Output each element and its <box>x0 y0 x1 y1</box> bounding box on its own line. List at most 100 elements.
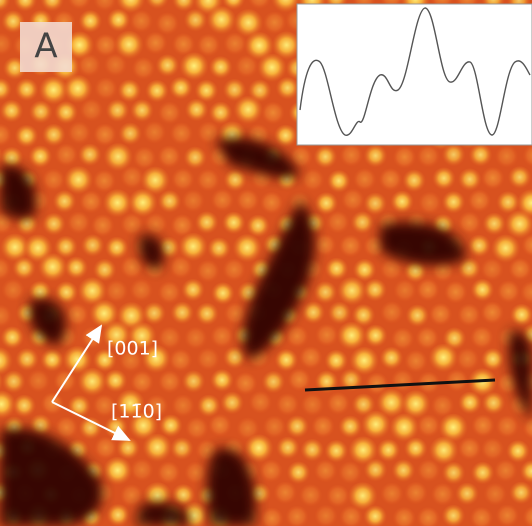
adatom <box>274 349 298 373</box>
adatom <box>12 257 36 281</box>
adatom <box>29 101 53 125</box>
adatom <box>405 305 429 329</box>
adatom <box>234 372 258 396</box>
adatom <box>364 145 388 169</box>
adatom <box>325 258 349 282</box>
adatom <box>15 125 39 149</box>
adatom <box>482 392 506 416</box>
adatom <box>184 462 208 486</box>
adatom <box>481 167 505 191</box>
adatom <box>77 54 101 78</box>
adatom <box>273 482 297 506</box>
adatom <box>379 258 403 282</box>
adatom <box>183 147 207 171</box>
adatom <box>79 191 103 215</box>
adatom <box>236 190 260 214</box>
adatom <box>26 370 50 394</box>
adatom <box>458 392 482 416</box>
adatom <box>244 434 274 464</box>
adatom <box>508 166 532 190</box>
adatom <box>0 100 24 124</box>
adatom <box>120 484 144 508</box>
adatom <box>364 459 388 483</box>
adatom <box>104 370 128 394</box>
adatom <box>444 281 468 305</box>
adatom <box>129 279 153 303</box>
adatom <box>223 169 247 193</box>
adatom <box>353 168 377 192</box>
adatom <box>417 415 441 439</box>
adatom <box>326 211 350 235</box>
adatom <box>106 100 130 124</box>
adatom <box>494 460 518 484</box>
direction-label: [11̄0] <box>111 401 162 423</box>
adatom <box>158 371 182 395</box>
adatom <box>142 302 166 326</box>
adatom <box>208 414 232 438</box>
adatom <box>182 370 206 394</box>
adatom <box>158 102 182 126</box>
adatom <box>169 123 193 147</box>
adatom <box>105 237 129 261</box>
adatom <box>1 279 25 303</box>
adatom <box>12 395 36 419</box>
adatom <box>170 302 194 326</box>
adatom <box>259 460 283 484</box>
adatom <box>54 144 78 168</box>
adatom <box>2 371 26 395</box>
adatom <box>260 192 284 216</box>
adatom <box>301 169 325 193</box>
adatom <box>315 324 339 348</box>
adatom <box>184 327 208 351</box>
adatom <box>300 439 324 463</box>
adatom <box>299 347 323 371</box>
adatom <box>117 80 141 104</box>
adatom <box>248 391 272 415</box>
adatom <box>456 348 480 372</box>
adatom <box>471 462 495 486</box>
adatom <box>457 304 481 328</box>
adatom <box>287 462 311 486</box>
adatom <box>467 235 491 259</box>
adatom <box>143 121 167 145</box>
adatom <box>404 350 428 374</box>
adatom <box>495 145 519 169</box>
adatom <box>145 80 169 104</box>
panel-label-box: A <box>20 22 72 72</box>
adatom <box>207 238 231 262</box>
adatom <box>107 9 131 33</box>
adatom <box>376 439 400 463</box>
adatom <box>222 212 246 236</box>
adatom <box>171 168 195 192</box>
adatom <box>393 146 417 170</box>
adatom <box>169 77 193 101</box>
adatom <box>233 96 263 126</box>
adatom <box>442 144 466 168</box>
adatom <box>380 483 404 507</box>
adatom <box>220 392 244 416</box>
adatom <box>470 326 494 350</box>
adatom <box>15 79 39 103</box>
adatom <box>482 213 506 237</box>
adatom <box>471 415 495 439</box>
adatom <box>276 77 300 101</box>
adatom <box>301 302 325 326</box>
adatom <box>402 170 426 194</box>
adatom <box>458 438 482 462</box>
adatom <box>206 6 236 36</box>
adatom <box>261 102 285 126</box>
adatom <box>144 32 168 56</box>
adatom <box>195 303 219 327</box>
adatom <box>458 168 482 192</box>
adatom <box>404 438 428 462</box>
adatom <box>40 349 64 373</box>
adatom <box>480 258 504 282</box>
adatom <box>77 368 107 398</box>
adatom <box>54 417 78 441</box>
adatom <box>42 124 66 148</box>
adatom <box>64 257 88 281</box>
adatom <box>42 169 66 193</box>
adatom <box>210 189 234 213</box>
adatom <box>326 485 350 509</box>
adatom <box>222 259 246 283</box>
